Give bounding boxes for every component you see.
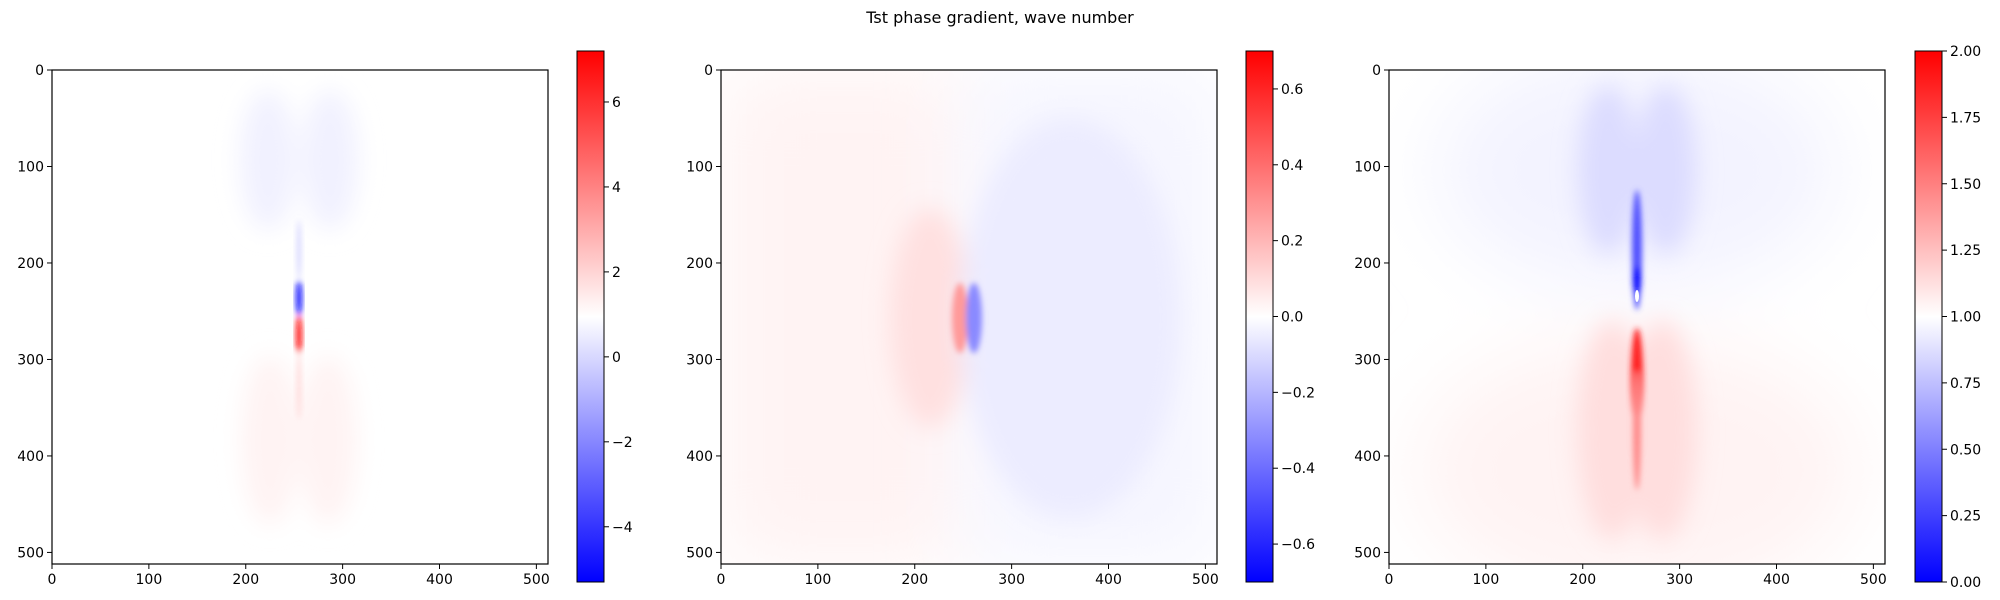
colorbar-2-tick-label: −0.4	[1281, 461, 1315, 477]
axes-2-y-tick-label: 500	[686, 545, 713, 561]
chart-marks: 0 100 200 300 400 5000100200300400500−4−20246…	[17, 44, 1981, 591]
axes-2-x-tick-label: 200	[901, 572, 928, 588]
heatmap-2-blue-core	[966, 283, 982, 353]
axes-1-y-tick-label: 100	[17, 159, 44, 175]
heatmap-3-lower-right-lobe	[1627, 320, 1697, 540]
colorbar-3-tick-label: 0.75	[1950, 376, 1981, 392]
axes-2-x-tick-label: 0	[717, 572, 726, 588]
colorbar-1-tick-label: 0	[612, 350, 621, 366]
colorbar-1-tick-label: −2	[612, 435, 633, 451]
heatmap-3-center-gap	[1635, 290, 1639, 302]
axes-1-x-tick-label: 300	[329, 572, 356, 588]
axes-3-frame	[1388, 69, 1886, 565]
heatmap-2-blue-halo	[960, 118, 1180, 518]
axes-1-x-tick-label: 200	[232, 572, 259, 588]
heatmap-3-red-streak	[1633, 370, 1641, 490]
colorbar-1-tick-label: 4	[612, 180, 621, 196]
heatmap-2-red-lobe	[890, 208, 970, 428]
axes-1-y-tick-label: 500	[17, 545, 44, 561]
colorbar-2-tick-label: 0.2	[1281, 234, 1303, 250]
heatmap-1-upper-left-lobe	[240, 90, 296, 230]
colorbar-1-tick-label: −4	[612, 520, 633, 536]
axes-3-x-tick-label: 400	[1763, 572, 1790, 588]
colorbar-3-tick-label: 0.25	[1950, 509, 1981, 525]
colorbar-3-tick-label: 0.50	[1950, 442, 1981, 458]
colorbar-3-tick-label: 1.75	[1950, 110, 1981, 126]
heatmap-3-blue-core	[1633, 266, 1641, 294]
axes-1-x-tick-label: 500	[523, 572, 550, 588]
heatmap-1-lower-right-lobe	[300, 355, 356, 525]
axes-2-frame	[720, 69, 1218, 565]
axes-3-y-tick-label: 400	[1354, 449, 1381, 465]
colorbar-2	[1246, 51, 1273, 582]
axes-1-y-tick-label: 300	[17, 352, 44, 368]
colorbar-3-tick-label: 1.50	[1950, 177, 1981, 193]
axes-2-x-tick-label: 100	[805, 572, 832, 588]
axes-2-x-tick-label: 400	[1095, 572, 1122, 588]
axes-3-y-tick-label: 200	[1354, 256, 1381, 272]
axes-2-x-tick-label: 300	[998, 572, 1025, 588]
heatmap-3-upper-right-lobe	[1636, 85, 1696, 255]
heatmap-2	[721, 70, 1217, 564]
axes-3-y-tick-label: 0	[1372, 63, 1381, 79]
heatmap-1-blue-spot	[296, 280, 302, 316]
axes-3-y-tick-label: 300	[1354, 352, 1381, 368]
axes-3-x-tick-label: 300	[1666, 572, 1693, 588]
colorbar-1	[577, 51, 604, 582]
heatmap-1-red-spot	[296, 315, 302, 355]
heatmap-2-red-core	[952, 283, 968, 353]
colorbar-3-tick-label: 1.25	[1950, 243, 1981, 259]
colorbar-3-tick-label: 2.00	[1950, 44, 1981, 60]
figure-title: Tst phase gradient, wave number	[866, 8, 1134, 27]
axes-2-x-tick-label: 500	[1192, 572, 1219, 588]
colorbar-2-tick-label: 0.4	[1281, 158, 1303, 174]
axes-3-x-tick-label: 200	[1569, 572, 1596, 588]
colorbar-3	[1915, 51, 1942, 582]
axes-2-y-tick-label: 400	[686, 449, 713, 465]
axes-2-y-tick-label: 100	[686, 159, 713, 175]
colorbar-1-frame	[576, 50, 605, 583]
heatmap-3	[1389, 70, 1885, 564]
colorbar-2-tick-label: −0.6	[1281, 537, 1315, 553]
axes-1-y-tick-label: 200	[17, 256, 44, 272]
axes-2-y-tick-label: 300	[686, 352, 713, 368]
colorbar-1-tick-label: 6	[612, 95, 621, 111]
colorbar-2-tick-label: 0.0	[1281, 310, 1303, 326]
axes-3-y-tick-label: 500	[1354, 545, 1381, 561]
heatmap-3-upper-left-lobe	[1578, 85, 1638, 255]
axes-3-x-tick-label: 0	[1385, 572, 1394, 588]
heatmap-1-red-streak	[297, 350, 301, 420]
axes-1-frame	[51, 69, 549, 565]
axes-1-y-tick-label: 400	[17, 449, 44, 465]
heatmap-1-blue-streak	[297, 220, 301, 280]
axes-1-x-tick-label: 400	[426, 572, 453, 588]
colorbar-2-tick-label: 0.6	[1281, 82, 1303, 98]
axes-2-y-tick-label: 0	[704, 63, 713, 79]
colorbar-2-tick-label: −0.2	[1281, 385, 1315, 401]
axes-1-x-tick-label: 100	[136, 572, 163, 588]
colorbar-3-tick-label: 0.00	[1950, 575, 1981, 591]
axes-3-x-tick-label: 500	[1860, 572, 1887, 588]
heatmap-1-upper-right-lobe	[302, 90, 358, 230]
axes-3-y-tick-label: 100	[1354, 159, 1381, 175]
heatmap-1	[52, 70, 548, 564]
axes-3-x-tick-label: 100	[1473, 572, 1500, 588]
axes-1-x-tick-label: 0	[48, 572, 57, 588]
axes-2-y-tick-label: 200	[686, 256, 713, 272]
colorbar-1-tick-label: 2	[612, 265, 621, 281]
heatmap-1-lower-left-lobe	[242, 355, 298, 525]
heatmap-3-lower-left-lobe	[1577, 320, 1647, 540]
colorbar-3-tick-label: 1.00	[1950, 310, 1981, 326]
axes-1-y-tick-label: 0	[35, 63, 44, 79]
